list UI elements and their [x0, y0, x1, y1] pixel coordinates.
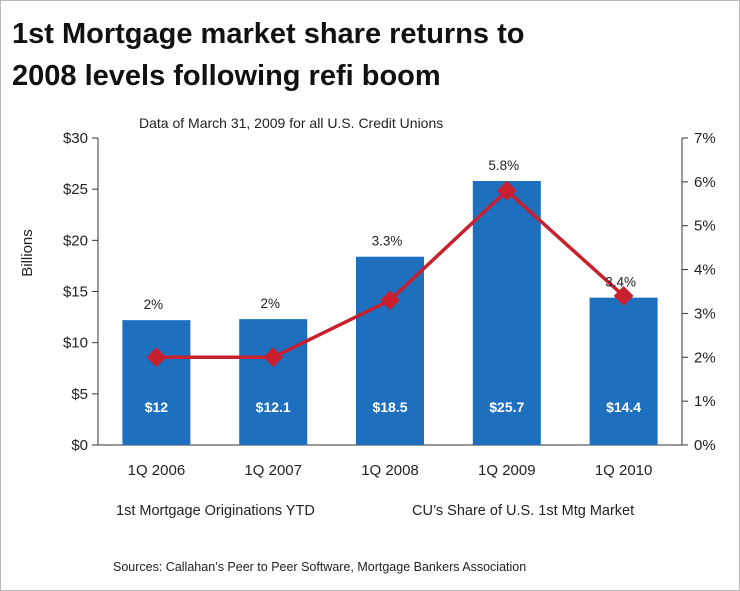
- share-marker: [263, 347, 284, 368]
- axes: $0 $5 $10 $15 $20 $25 $30 0% 1% 2% 3% 4% 5% 6% 7%: [63, 130, 716, 454]
- category-labels: 1Q 2006 1Q 2007 1Q 2008 1Q 2009 1Q 2010: [128, 462, 653, 479]
- legend-line-series: CU’s Share of U.S. 1st Mtg Market: [412, 503, 634, 519]
- share-marker: [146, 347, 167, 368]
- category-label: 1Q 2010: [595, 462, 653, 479]
- right-tick-label: 6%: [694, 174, 716, 191]
- bar-value-label: $18.5: [372, 399, 407, 415]
- chart-subtitle: Data of March 31, 2009 for all U.S. Cred…: [139, 115, 443, 131]
- left-tick-label: $15: [63, 284, 88, 301]
- bar-value-label: $14.4: [606, 399, 641, 415]
- bar: [589, 297, 658, 445]
- share-value-label: 3.3%: [372, 234, 403, 249]
- right-tick-label: 5%: [694, 218, 716, 235]
- category-label: 1Q 2007: [244, 462, 302, 479]
- left-tick-label: $25: [63, 181, 88, 198]
- share-value-label: 5.8%: [488, 158, 519, 173]
- bar: [122, 320, 191, 445]
- left-tick-label: $10: [63, 335, 88, 352]
- right-tick-label: 2%: [694, 349, 716, 366]
- share-line: [146, 180, 634, 368]
- bars: [122, 180, 658, 446]
- share-value-label: 2%: [144, 297, 164, 312]
- category-label: 1Q 2009: [478, 462, 536, 479]
- right-tick-label: 4%: [694, 262, 716, 279]
- bar: [356, 256, 424, 445]
- share-marker: [496, 180, 517, 201]
- chart-title-line-1: 1st Mortgage market share returns to: [12, 18, 524, 50]
- right-tick-label: 3%: [694, 305, 716, 322]
- chart-title-line-2: 2008 levels following refi boom: [12, 60, 441, 92]
- right-tick-label: 7%: [694, 130, 716, 147]
- right-tick-label: 0%: [694, 437, 716, 454]
- right-tick-label: 1%: [694, 393, 716, 410]
- legend-bar-series: 1st Mortgage Originations YTD: [116, 503, 315, 519]
- bar: [239, 319, 308, 445]
- bar-value-label: $12: [145, 399, 169, 415]
- share-value-label: 2%: [260, 296, 280, 311]
- bar: [472, 180, 541, 446]
- bar-value-label: $12.1: [256, 399, 291, 415]
- left-tick-label: $20: [63, 232, 88, 249]
- data-labels: $12 $12.1 $18.5 $25.7 $14.4 2% 2% 3.3% 5.8% 3.4%: [144, 158, 642, 415]
- y-axis-label: Billions: [19, 229, 36, 277]
- share-marker: [380, 290, 400, 311]
- category-label: 1Q 2008: [361, 462, 419, 479]
- source-note: Sources: Callahan’s Peer to Peer Softwar…: [113, 560, 526, 574]
- bar-value-label: $25.7: [489, 399, 524, 415]
- share-value-label: 3.4%: [605, 275, 636, 290]
- left-tick-label: $0: [71, 437, 88, 454]
- left-tick-label: $30: [63, 130, 88, 147]
- category-label: 1Q 2006: [128, 462, 186, 479]
- left-tick-label: $5: [71, 386, 88, 403]
- share-marker: [613, 285, 634, 306]
